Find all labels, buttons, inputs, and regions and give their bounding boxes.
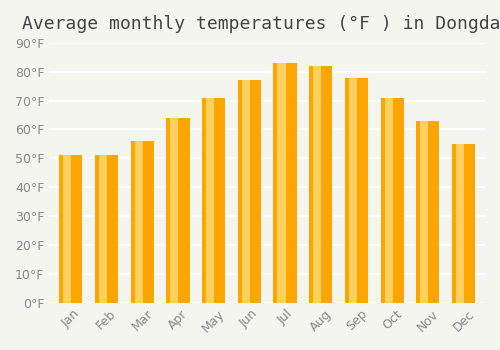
- Bar: [99, 155, 107, 303]
- Bar: [59, 155, 82, 303]
- Bar: [456, 144, 464, 303]
- Bar: [166, 118, 190, 303]
- Bar: [95, 155, 118, 303]
- Bar: [274, 63, 296, 303]
- Bar: [345, 77, 368, 303]
- Bar: [349, 77, 357, 303]
- Bar: [452, 144, 475, 303]
- Bar: [130, 141, 154, 303]
- Bar: [313, 66, 322, 303]
- Title: Average monthly temperatures (°F ) in Dongdai: Average monthly temperatures (°F ) in Do…: [22, 15, 500, 33]
- Bar: [380, 98, 404, 303]
- Bar: [170, 118, 178, 303]
- Bar: [278, 63, 285, 303]
- Bar: [134, 141, 143, 303]
- Bar: [309, 66, 332, 303]
- Bar: [206, 98, 214, 303]
- Bar: [238, 80, 261, 303]
- Bar: [420, 121, 428, 303]
- Bar: [63, 155, 72, 303]
- Bar: [202, 98, 225, 303]
- Bar: [242, 80, 250, 303]
- Bar: [384, 98, 392, 303]
- Bar: [416, 121, 440, 303]
